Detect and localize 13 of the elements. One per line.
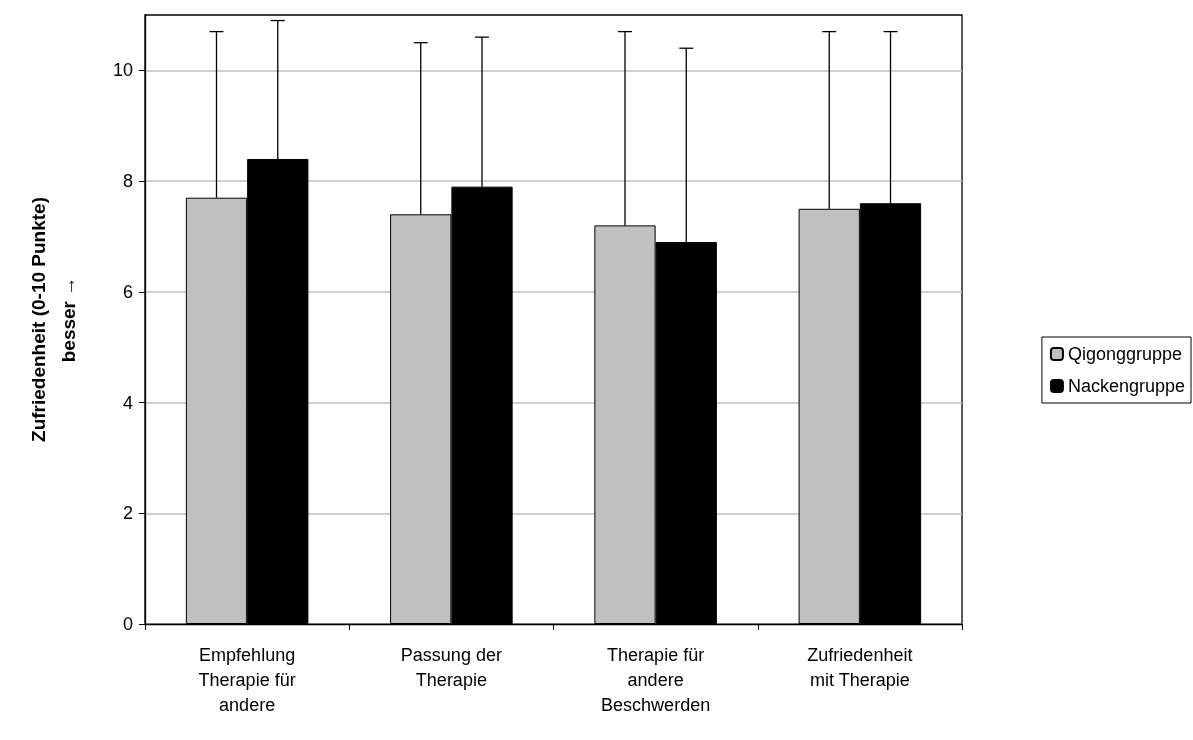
legend-label: Nackengruppe xyxy=(1067,376,1186,396)
y-tick-label: 6 xyxy=(122,281,133,302)
y-tick-label: 0 xyxy=(122,614,133,634)
x-tick-label: Passung der Therapie xyxy=(400,644,502,690)
y-tick-label: 2 xyxy=(122,503,133,524)
legend-label: Qigonggruppe xyxy=(1067,344,1183,364)
y-axis-title: Zufriedenheit (0-10 Punkte) besser → xyxy=(27,197,79,442)
y-tick-label: 8 xyxy=(122,171,133,192)
x-tick-label: Zufriedenheit mit Therapie xyxy=(807,644,913,690)
x-tick-label: Therapie für andere Beschwerden xyxy=(601,644,711,715)
y-tick-label: 4 xyxy=(122,392,133,413)
x-tick-label: Empfehlung Therapie für andere xyxy=(198,644,296,715)
y-tick-label: 10 xyxy=(112,60,133,81)
